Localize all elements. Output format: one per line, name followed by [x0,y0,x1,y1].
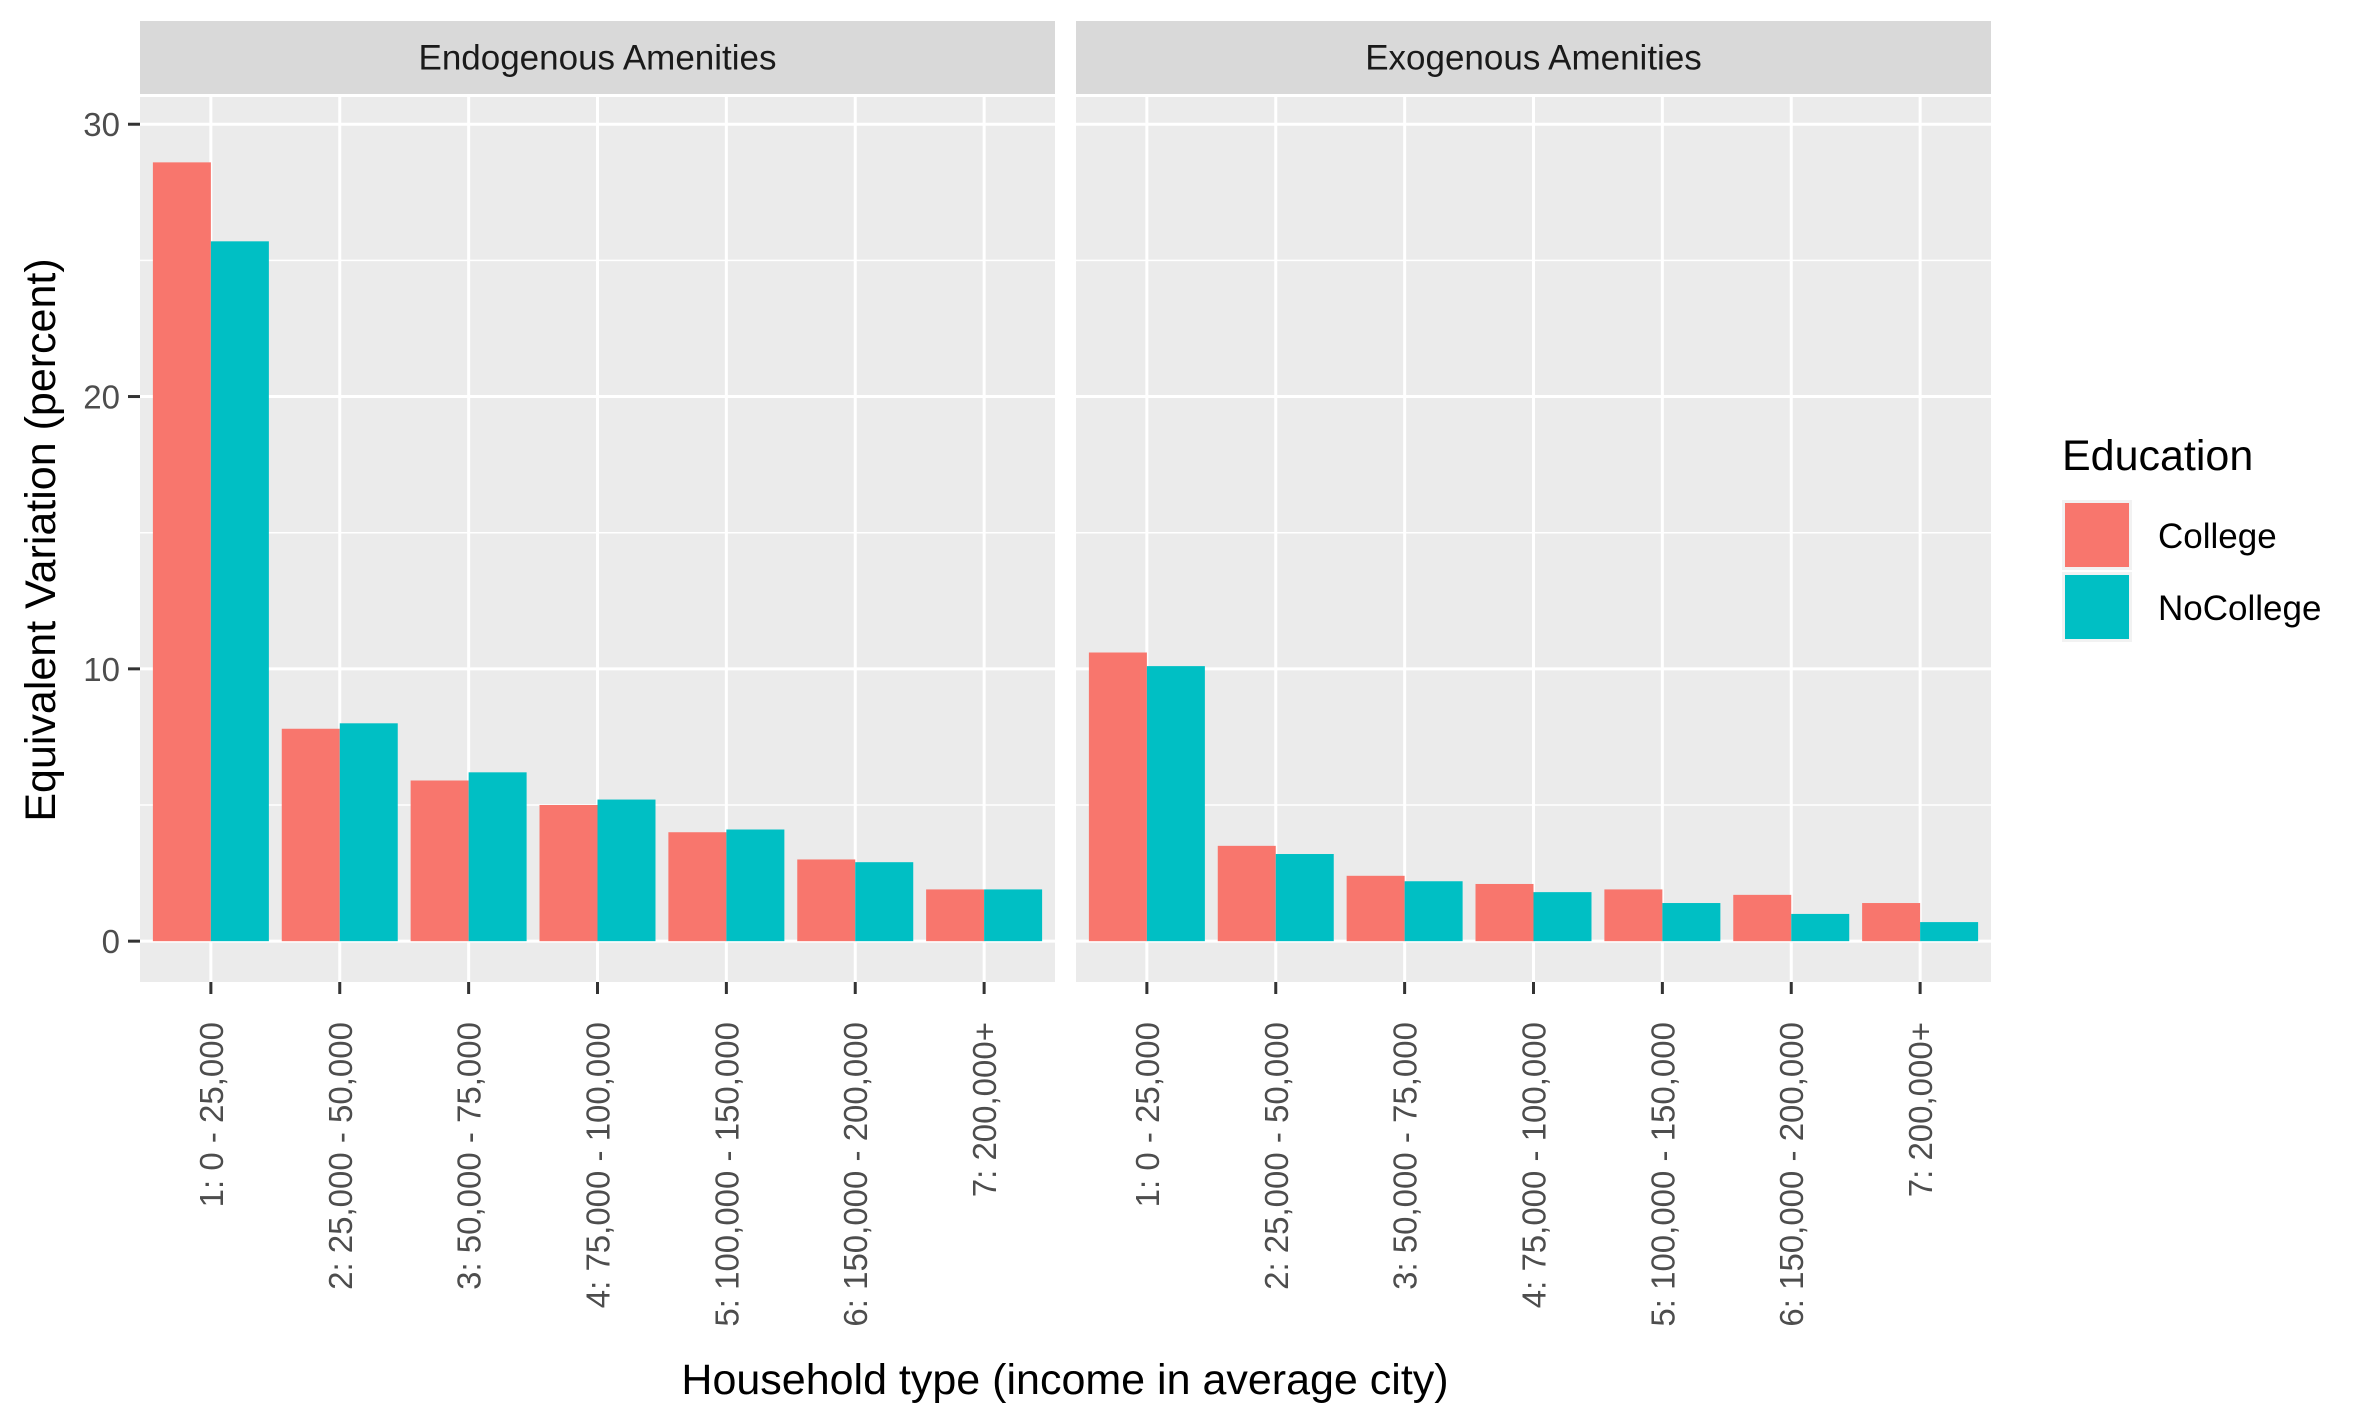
facet-panel-2: Exogenous Amenities [1076,21,1991,982]
x-tick-label: 4: 75,000 - 100,000 [580,1022,617,1308]
bar-college-4 [539,805,598,942]
bar-college-6 [797,859,856,942]
bar-college-5 [1604,889,1663,942]
legend-key-nocollege [2065,575,2129,639]
legend-label-college: College [2158,517,2277,556]
y-tick-label: 30 [83,106,120,143]
x-tick-label: 3: 50,000 - 75,000 [451,1022,488,1290]
bar-college-4 [1475,883,1534,942]
bar-college-3 [1346,875,1405,942]
bar-nocollege-1 [1146,666,1205,942]
bar-college-2 [1217,845,1276,942]
bar-nocollege-3 [1404,881,1463,942]
panels: Endogenous Amenities Exogenous Amenities [140,21,1991,982]
x-axis: 1: 0 - 25,000 2: 25,000 - 50,000 3: 50,000… [193,982,1939,1327]
x-tick-label: 5: 100,000 - 150,000 [1644,1022,1681,1327]
y-axis-title: Equivalent Variation (percent) [17,258,65,821]
bar-college-7 [926,889,985,942]
x-tick-label: 7: 200,000+ [966,1022,1003,1197]
y-tick-label: 20 [83,379,120,416]
bar-college-6 [1733,894,1792,942]
legend-key-college [2065,503,2129,567]
facet-strip-label: Exogenous Amenities [1365,39,1702,78]
facet-strip [140,21,1055,94]
bar-college-3 [410,780,469,942]
bar-nocollege-1 [210,241,269,942]
bar-nocollege-5 [726,829,785,942]
x-tick-label: 6: 150,000 - 200,000 [837,1022,874,1327]
x-tick-label: 1: 0 - 25,000 [1129,1022,1166,1207]
x-tick-label: 7: 200,000+ [1902,1022,1939,1197]
bar-college-7 [1862,903,1921,942]
facet-panel-1: Endogenous Amenities [140,21,1055,982]
bar-nocollege-2 [1275,854,1334,942]
x-tick-label: 3: 50,000 - 75,000 [1387,1022,1424,1290]
x-tick-label: 6: 150,000 - 200,000 [1773,1022,1810,1327]
bar-college-1 [152,162,211,942]
y-tick-label: 10 [83,651,120,688]
bar-nocollege-2 [339,723,398,942]
facet-strip-label: Endogenous Amenities [418,39,776,78]
bar-college-1 [1088,652,1147,942]
bar-nocollege-7 [1920,922,1979,942]
legend: Education College NoCollege [2062,432,2321,642]
bar-nocollege-6 [855,862,914,942]
x-tick-label: 5: 100,000 - 150,000 [708,1022,745,1327]
x-axis-title: Household type (income in average city) [681,1356,1448,1404]
x-tick-label: 2: 25,000 - 50,000 [322,1022,359,1290]
bar-nocollege-3 [468,772,527,942]
bar-nocollege-7 [984,889,1043,942]
bar-college-5 [668,832,727,942]
facet-strip [1076,21,1991,94]
bar-nocollege-4 [597,799,656,942]
bar-college-2 [281,728,340,942]
bar-nocollege-4 [1533,892,1592,942]
x-tick-label: 4: 75,000 - 100,000 [1516,1022,1553,1308]
legend-title: Education [2062,432,2253,480]
bar-nocollege-6 [1791,913,1850,942]
y-tick-label: 0 [102,923,120,960]
x-tick-label: 1: 0 - 25,000 [193,1022,230,1207]
x-tick-label: 2: 25,000 - 50,000 [1258,1022,1295,1290]
legend-label-nocollege: NoCollege [2158,589,2321,628]
bar-nocollege-5 [1662,903,1721,942]
y-axis: 0 10 20 30 [83,106,140,960]
